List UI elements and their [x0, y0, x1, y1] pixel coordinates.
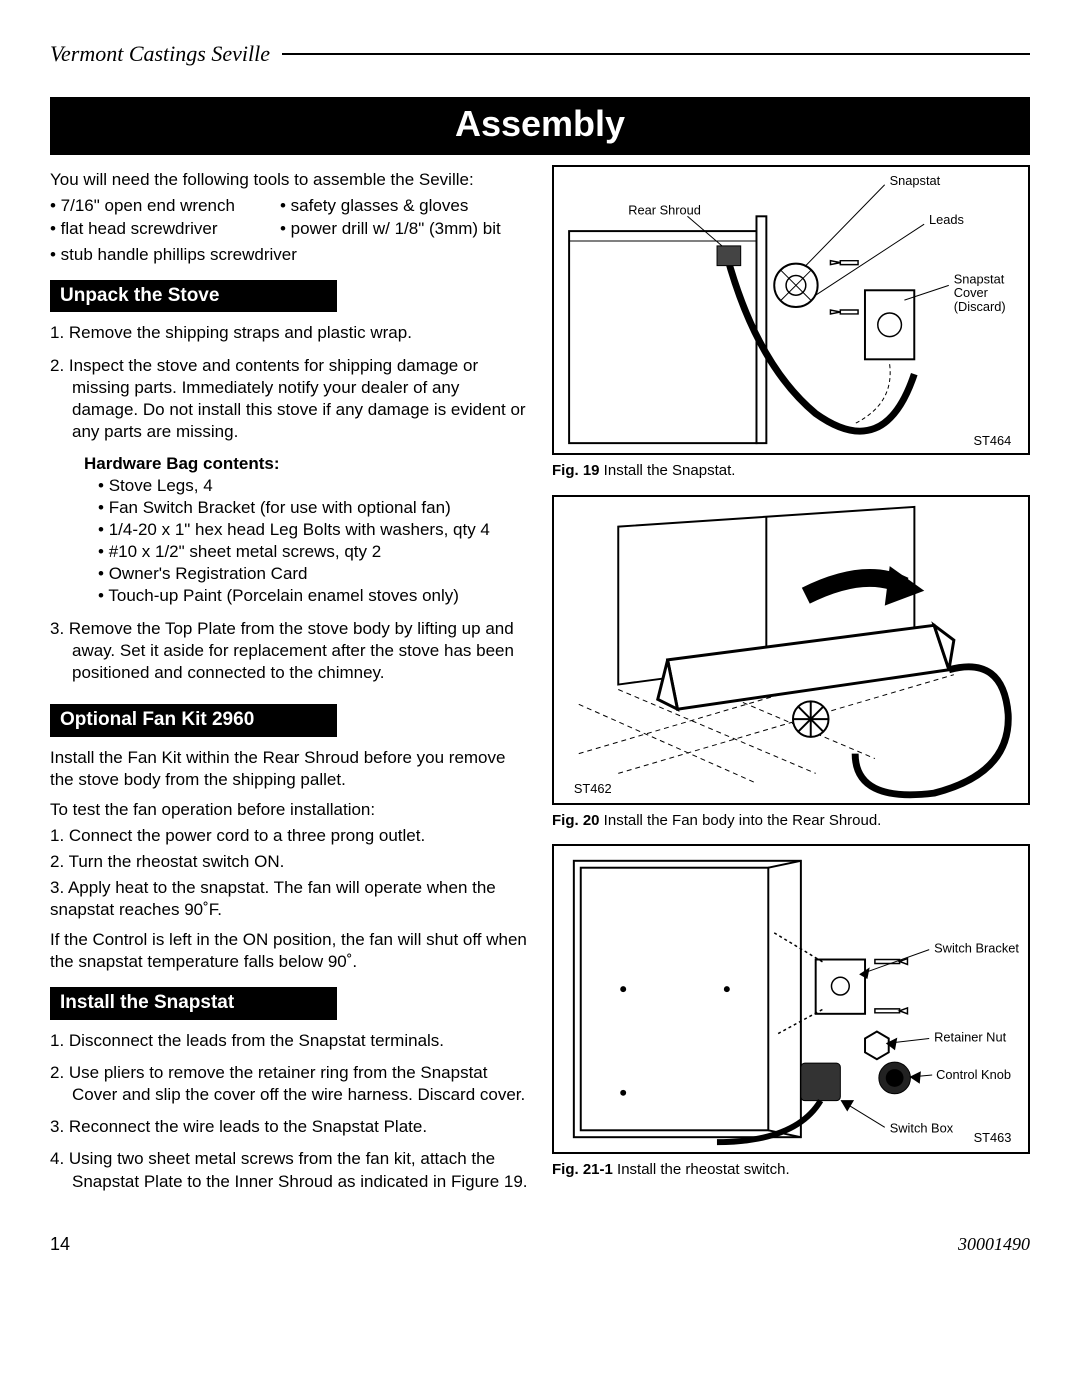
body-text: To test the fan operation before install… [50, 799, 528, 821]
list-item: Owner's Registration Card [98, 563, 528, 585]
figure-19: Rear Shroud Snapstat Leads Snapstat Cove… [552, 165, 1030, 455]
tool-item: • stub handle phillips screwdriver [50, 244, 528, 266]
diagram-label: Rear Shroud [628, 203, 701, 218]
body-text: Install the Fan Kit within the Rear Shro… [50, 747, 528, 791]
product-name: Vermont Castings Seville [50, 40, 282, 69]
hardware-list: Hardware Bag contents: Stove Legs, 4 Fan… [50, 453, 528, 608]
diagram-label: Switch Box [890, 1121, 954, 1136]
step-text: 1. Disconnect the leads from the Snapsta… [50, 1030, 528, 1052]
page-footer: 14 30001490 [50, 1233, 1030, 1256]
page-header: Vermont Castings Seville [50, 40, 1030, 69]
diagram-label: Snapstat [890, 173, 941, 188]
tool-row: • flat head screwdriver • power drill w/… [50, 218, 528, 240]
step-text: 1. Remove the shipping straps and plasti… [50, 322, 528, 344]
figure-code: ST463 [974, 1131, 1012, 1146]
list-item: Fan Switch Bracket (for use with optiona… [98, 497, 528, 519]
figure-caption-text: Install the rheostat switch. [613, 1161, 790, 1178]
step-text: 2. Inspect the stove and contents for sh… [50, 355, 528, 443]
step-text: 2. Turn the rheostat switch ON. [50, 851, 528, 873]
left-column: You will need the following tools to ass… [50, 165, 528, 1202]
page-title: Assembly [50, 97, 1030, 156]
step-text: 1. Connect the power cord to a three pro… [50, 825, 528, 847]
section-heading-unpack: Unpack the Stove [50, 280, 337, 313]
diagram-label: (Discard) [954, 299, 1006, 314]
figure-20: ST462 [552, 495, 1030, 805]
header-rule [282, 53, 1030, 55]
body-text: If the Control is left in the ON positio… [50, 929, 528, 973]
list-item: Touch-up Paint (Porcelain enamel stoves … [98, 585, 528, 607]
diagram-label: Cover [954, 286, 989, 301]
tool-item: • power drill w/ 1/8" (3mm) bit [280, 218, 501, 240]
step-text: 3. Remove the Top Plate from the stove b… [50, 618, 528, 684]
page-number: 14 [50, 1233, 70, 1256]
list-item: 1/4-20 x 1" hex head Leg Bolts with wash… [98, 519, 528, 541]
section-heading-fan: Optional Fan Kit 2960 [50, 704, 337, 737]
step-text: 2. Use pliers to remove the retainer rin… [50, 1062, 528, 1106]
figure-caption: Fig. 21-1 Install the rheostat switch. [552, 1160, 1030, 1180]
tool-item: • 7/16" open end wrench [50, 195, 280, 217]
step-text: 4. Using two sheet metal screws from the… [50, 1148, 528, 1192]
tool-row: • 7/16" open end wrench • safety glasses… [50, 195, 528, 217]
figure-number: Fig. 21-1 [552, 1161, 613, 1178]
diagram-label: Switch Bracket [934, 941, 1019, 956]
figure-number: Fig. 19 [552, 462, 600, 479]
figure-caption-text: Install the Snapstat. [600, 462, 736, 479]
figure-code: ST462 [574, 781, 612, 796]
figure-caption-text: Install the Fan body into the Rear Shrou… [600, 812, 882, 829]
figure-caption: Fig. 19 Install the Snapstat. [552, 461, 1030, 481]
list-item: Stove Legs, 4 [98, 475, 528, 497]
tool-item: • flat head screwdriver [50, 218, 280, 240]
diagram-label: Control Knob [936, 1067, 1011, 1082]
intro-text: You will need the following tools to ass… [50, 169, 528, 191]
diagram-label: Snapstat [954, 272, 1005, 287]
figure-21: Switch Bracket Retainer Nut Control Knob… [552, 844, 1030, 1154]
step-text: 3. Reconnect the wire leads to the Snaps… [50, 1116, 528, 1138]
tool-item: • safety glasses & gloves [280, 195, 468, 217]
diagram-label: Leads [929, 213, 964, 228]
section-heading-snapstat: Install the Snapstat [50, 987, 337, 1020]
step-text: 3. Apply heat to the snapstat. The fan w… [50, 877, 528, 921]
list-item: #10 x 1/2" sheet metal screws, qty 2 [98, 541, 528, 563]
doc-number: 30001490 [958, 1233, 1030, 1256]
figure-caption: Fig. 20 Install the Fan body into the Re… [552, 811, 1030, 831]
figure-number: Fig. 20 [552, 812, 600, 829]
hardware-title: Hardware Bag contents: [84, 453, 528, 475]
right-column: Rear Shroud Snapstat Leads Snapstat Cove… [552, 165, 1030, 1202]
figure-code: ST464 [973, 434, 1011, 449]
diagram-label: Retainer Nut [934, 1030, 1006, 1045]
